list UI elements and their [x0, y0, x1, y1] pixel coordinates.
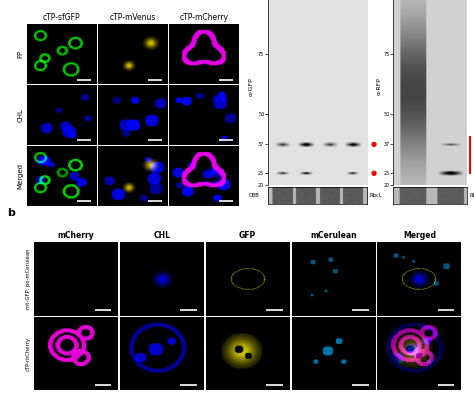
Text: α-RFP: α-RFP — [377, 77, 382, 95]
Text: RbcL: RbcL — [470, 193, 474, 198]
Text: mCerulean: mCerulean — [310, 231, 357, 240]
Text: cTP-mVenus: cTP-mVenus — [109, 13, 156, 22]
Text: CBB: CBB — [249, 193, 260, 198]
Text: ●: ● — [371, 170, 377, 176]
Text: mt-GFP, po-mCerulean: mt-GFP, po-mCerulean — [26, 249, 31, 309]
Text: Merged: Merged — [403, 231, 436, 240]
Text: CHL: CHL — [18, 108, 24, 122]
Text: b: b — [7, 208, 15, 218]
Text: GFP: GFP — [239, 231, 256, 240]
Text: RbcL: RbcL — [369, 193, 382, 198]
Text: cTP-mCherry: cTP-mCherry — [26, 337, 31, 371]
Text: FP: FP — [18, 50, 24, 58]
Text: α-GFP: α-GFP — [249, 77, 254, 96]
Text: ●: ● — [371, 141, 377, 147]
Text: cTP-sfGFP: cTP-sfGFP — [43, 13, 81, 22]
Text: cTP-mCherry: cTP-mCherry — [179, 13, 228, 22]
Text: CHL: CHL — [154, 231, 170, 240]
Text: mCherry: mCherry — [58, 231, 94, 240]
Text: Merged: Merged — [18, 163, 24, 189]
